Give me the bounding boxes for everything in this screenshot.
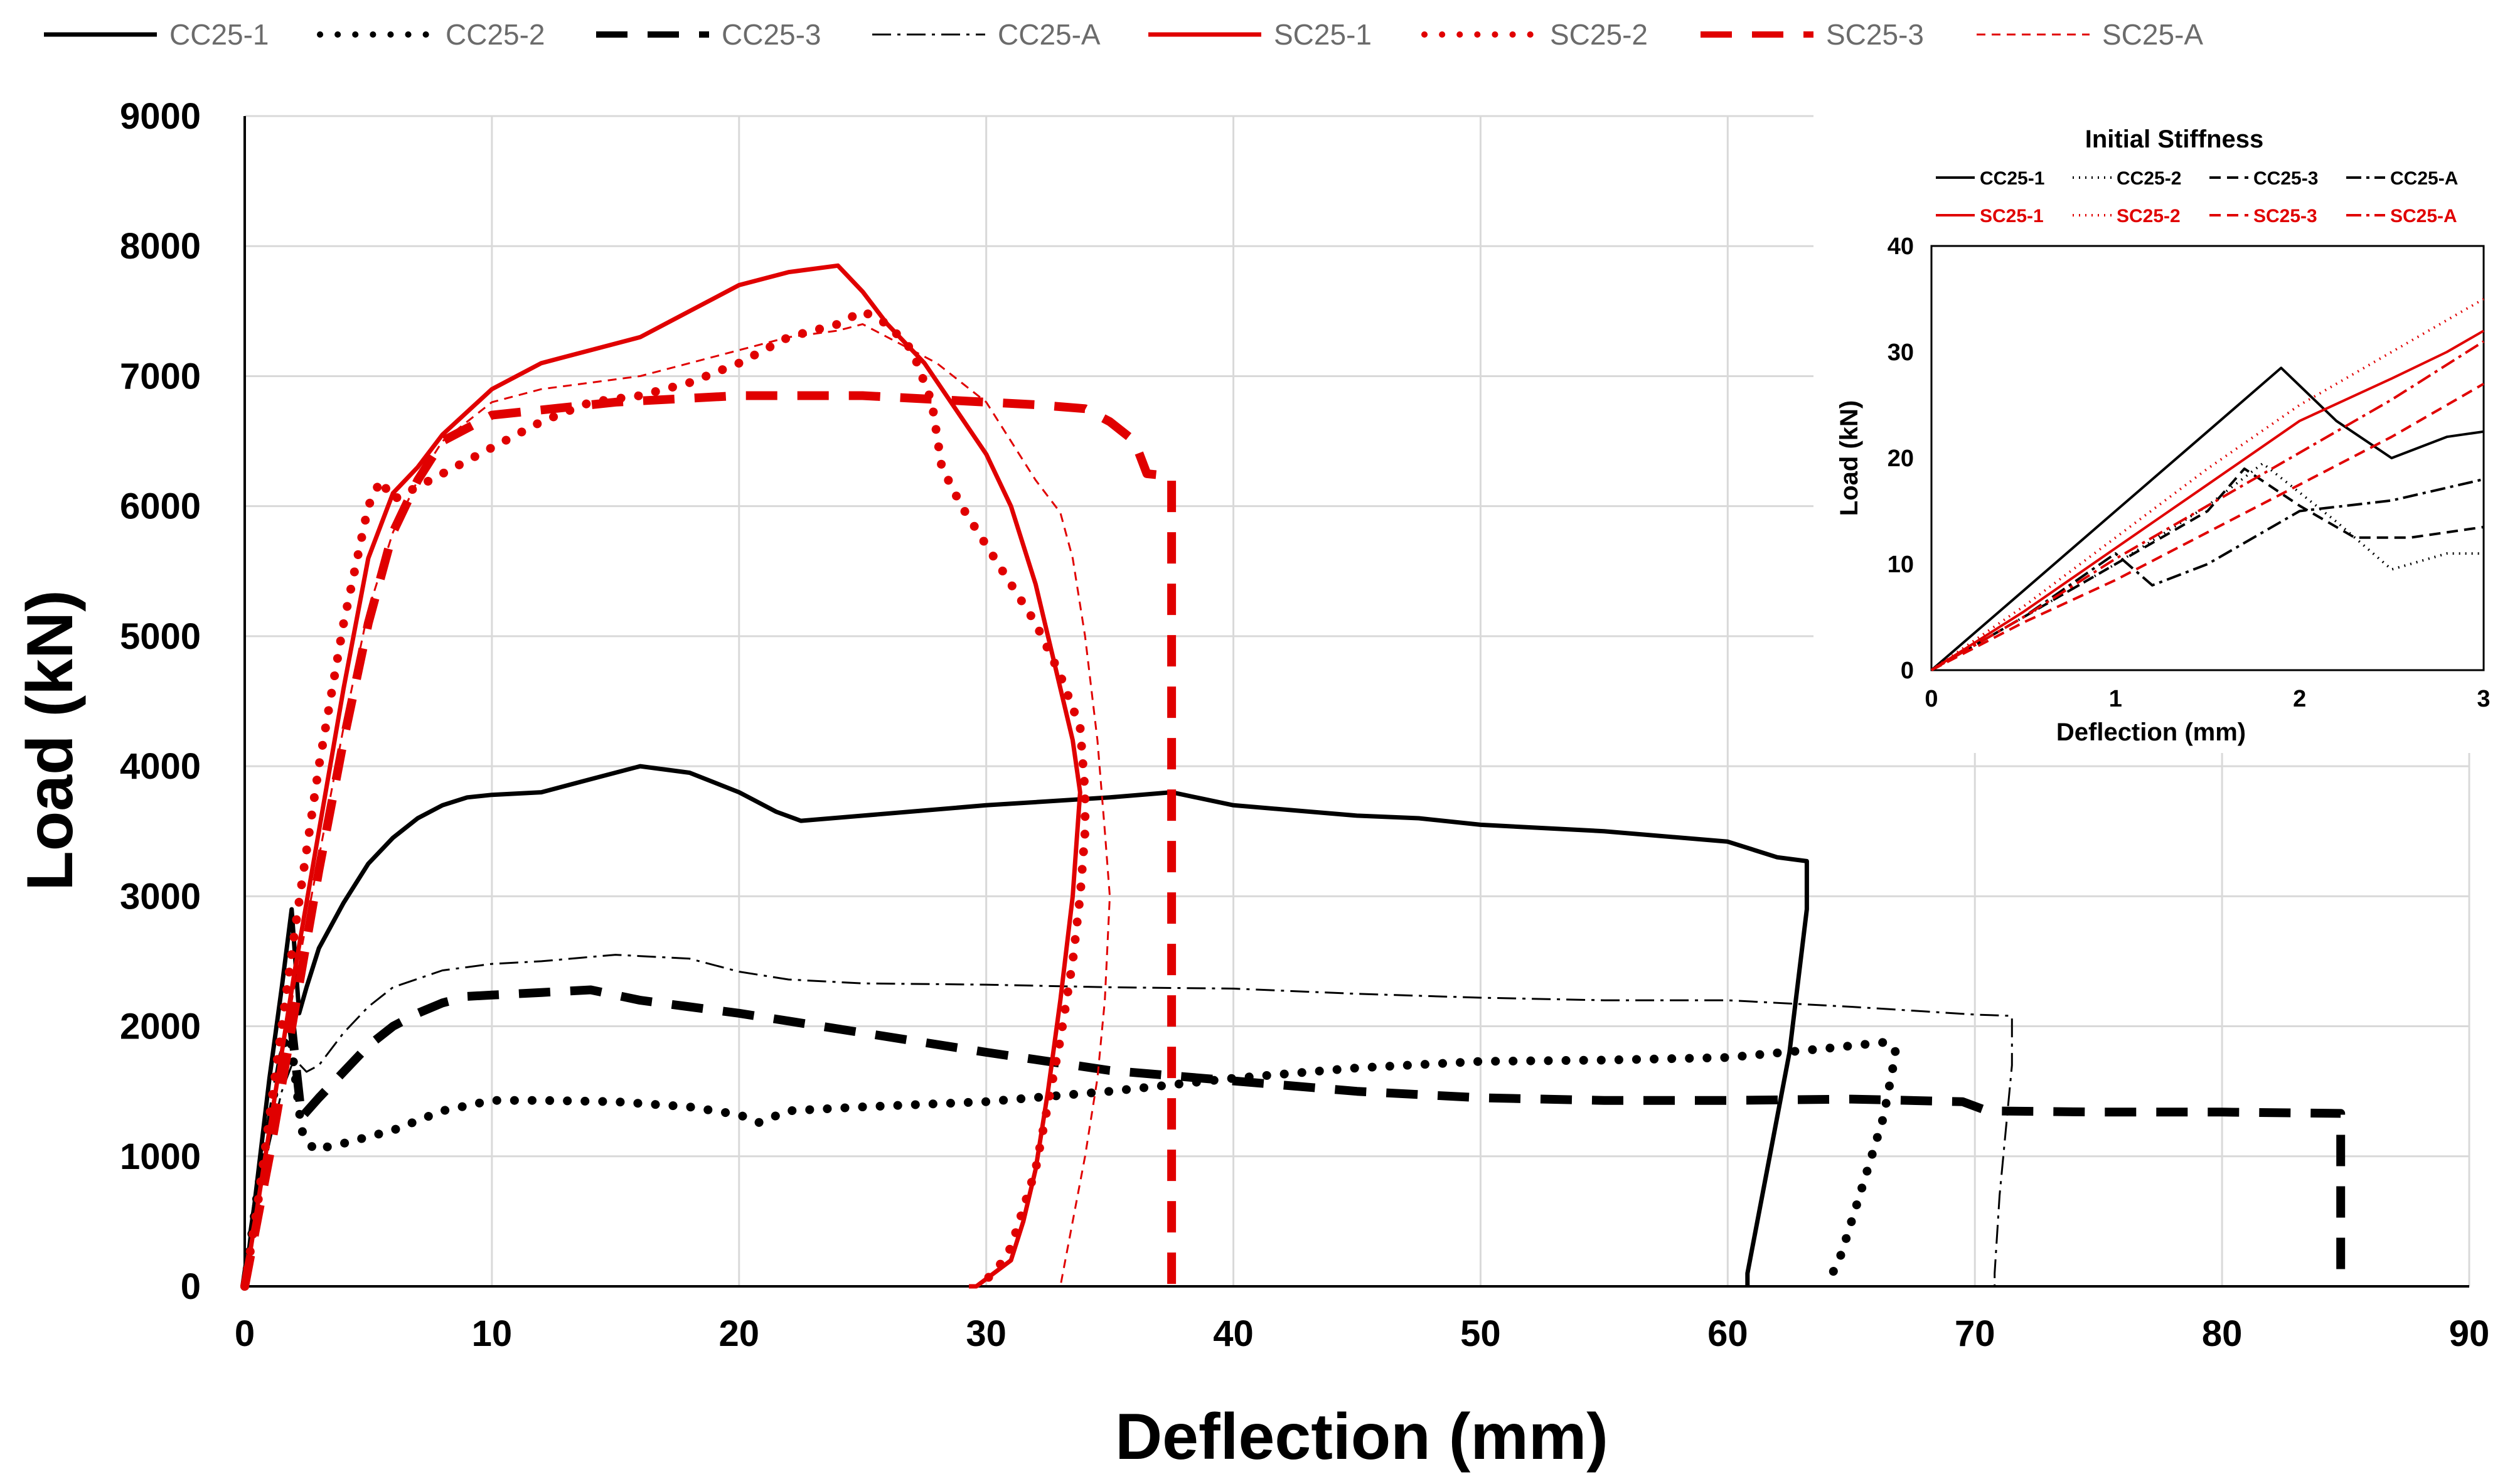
inset-x-tick-label: 0 xyxy=(1925,686,1938,712)
inset-x-tick-label: 2 xyxy=(2293,686,2306,712)
inset-chart: Initial Stiffness CC25-1 CC25-2 CC25-3 CC25… xyxy=(1813,113,2491,753)
main-y-axis-title: Load (kN) xyxy=(14,590,87,891)
main-y-tick-label: 8000 xyxy=(120,226,201,267)
inset-y-tick-label: 10 xyxy=(1888,552,1914,578)
main-axes xyxy=(243,116,2469,1288)
inset-x-tick-label: 1 xyxy=(2109,686,2122,712)
main-x-tick-label: 70 xyxy=(1955,1313,1995,1354)
series-line-cc25-2 xyxy=(240,1022,1901,1291)
inset-legend-label-cc25-1: CC25-1 xyxy=(1980,168,2044,189)
series-line-cc25-3 xyxy=(240,985,2346,1288)
legend-label-sc25-3: SC25-3 xyxy=(1826,18,1924,51)
main-series-group xyxy=(240,263,2346,1291)
inset-axes xyxy=(1930,245,2485,671)
main-y-tick-label: 1000 xyxy=(120,1136,201,1177)
inset-series-line-cc25-1 xyxy=(1930,366,2484,671)
series-line-cc25-1 xyxy=(242,764,1809,1287)
inset-x-tick-label: 3 xyxy=(2477,686,2490,712)
inset-y-tick-label: 30 xyxy=(1888,339,1914,366)
main-tick-labels: 0 10 20 30 40 50 60 70 80 90010002000300040005000… xyxy=(120,96,2489,1354)
legend-label-cc25-1: CC25-1 xyxy=(169,18,269,51)
main-x-tick-label: 20 xyxy=(719,1313,760,1354)
inset-series-line-sc25-a xyxy=(1931,340,2485,671)
main-y-tick-label: 0 xyxy=(181,1266,201,1307)
main-x-tick-label: 90 xyxy=(2449,1313,2490,1354)
main-y-tick-label: 9000 xyxy=(120,96,201,137)
main-x-tick-label: 80 xyxy=(2202,1313,2243,1354)
inset-x-axis-title: Deflection (mm) xyxy=(2056,718,2246,746)
series-line-sc25-2 xyxy=(240,306,1090,1291)
series-line-cc25-a xyxy=(243,954,2013,1287)
legend-label-sc25-1: SC25-1 xyxy=(1274,18,1372,51)
inset-series-group xyxy=(1930,297,2485,671)
main-y-tick-label: 7000 xyxy=(120,356,201,397)
inset-legend-label-sc25-2: SC25-2 xyxy=(2117,206,2181,227)
main-y-tick-label: 3000 xyxy=(120,876,201,917)
legend-label-cc25-2: CC25-2 xyxy=(446,18,545,51)
inset-y-tick-label: 0 xyxy=(1901,658,1914,684)
series-line-sc25-1 xyxy=(242,263,1082,1289)
series-line-sc25-a xyxy=(243,323,1111,1287)
inset-y-tick-label: 20 xyxy=(1888,446,1914,472)
inset-y-axis-title: Load (kN) xyxy=(1835,400,1863,516)
main-y-tick-label: 5000 xyxy=(120,616,201,657)
main-x-tick-label: 40 xyxy=(1213,1313,1254,1354)
inset-legend-label-cc25-a: CC25-A xyxy=(2390,168,2458,189)
inset-plot-frame xyxy=(1930,245,2485,671)
inset-legend-label-sc25-1: SC25-1 xyxy=(1980,206,2044,227)
inset-series-line-sc25-3 xyxy=(1931,382,2484,671)
main-legend: CC25-1 CC25-2 CC25-3 CC25-A SC25-1 SC25-2 SC25… xyxy=(44,18,2203,51)
inset-title: Initial Stiffness xyxy=(2085,125,2264,153)
series-line-sc25-3 xyxy=(240,391,1177,1288)
main-x-axis-title: Deflection (mm) xyxy=(1115,1401,1608,1473)
inset-legend: CC25-1 CC25-2 CC25-3 CC25-A SC25-1 SC25-2 SC25… xyxy=(1936,168,2458,227)
main-x-tick-label: 50 xyxy=(1460,1313,1501,1354)
main-x-tick-label: 30 xyxy=(966,1313,1007,1354)
legend-label-sc25-a: SC25-A xyxy=(2102,18,2203,51)
legend-label-cc25-3: CC25-3 xyxy=(722,18,821,51)
legend-label-cc25-a: CC25-A xyxy=(998,18,1101,51)
inset-background xyxy=(1813,113,2479,753)
main-x-tick-label: 0 xyxy=(235,1313,255,1354)
inset-legend-label-sc25-3: SC25-3 xyxy=(2253,206,2317,227)
inset-series-line-sc25-1 xyxy=(1930,329,2484,671)
main-y-tick-label: 6000 xyxy=(120,486,201,527)
inset-series-line-cc25-2 xyxy=(1931,462,2484,671)
main-x-tick-label: 10 xyxy=(472,1313,513,1354)
main-y-tick-label: 4000 xyxy=(120,746,201,787)
main-y-tick-label: 2000 xyxy=(120,1006,201,1047)
inset-legend-label-cc25-2: CC25-2 xyxy=(2117,168,2181,189)
inset-y-tick-label: 40 xyxy=(1888,233,1914,260)
inset-legend-label-sc25-a: SC25-A xyxy=(2390,206,2457,227)
main-x-tick-label: 60 xyxy=(1707,1313,1748,1354)
legend-label-sc25-2: SC25-2 xyxy=(1550,18,1648,51)
inset-legend-label-cc25-3: CC25-3 xyxy=(2253,168,2318,189)
inset-series-line-cc25-3 xyxy=(1931,467,2484,671)
